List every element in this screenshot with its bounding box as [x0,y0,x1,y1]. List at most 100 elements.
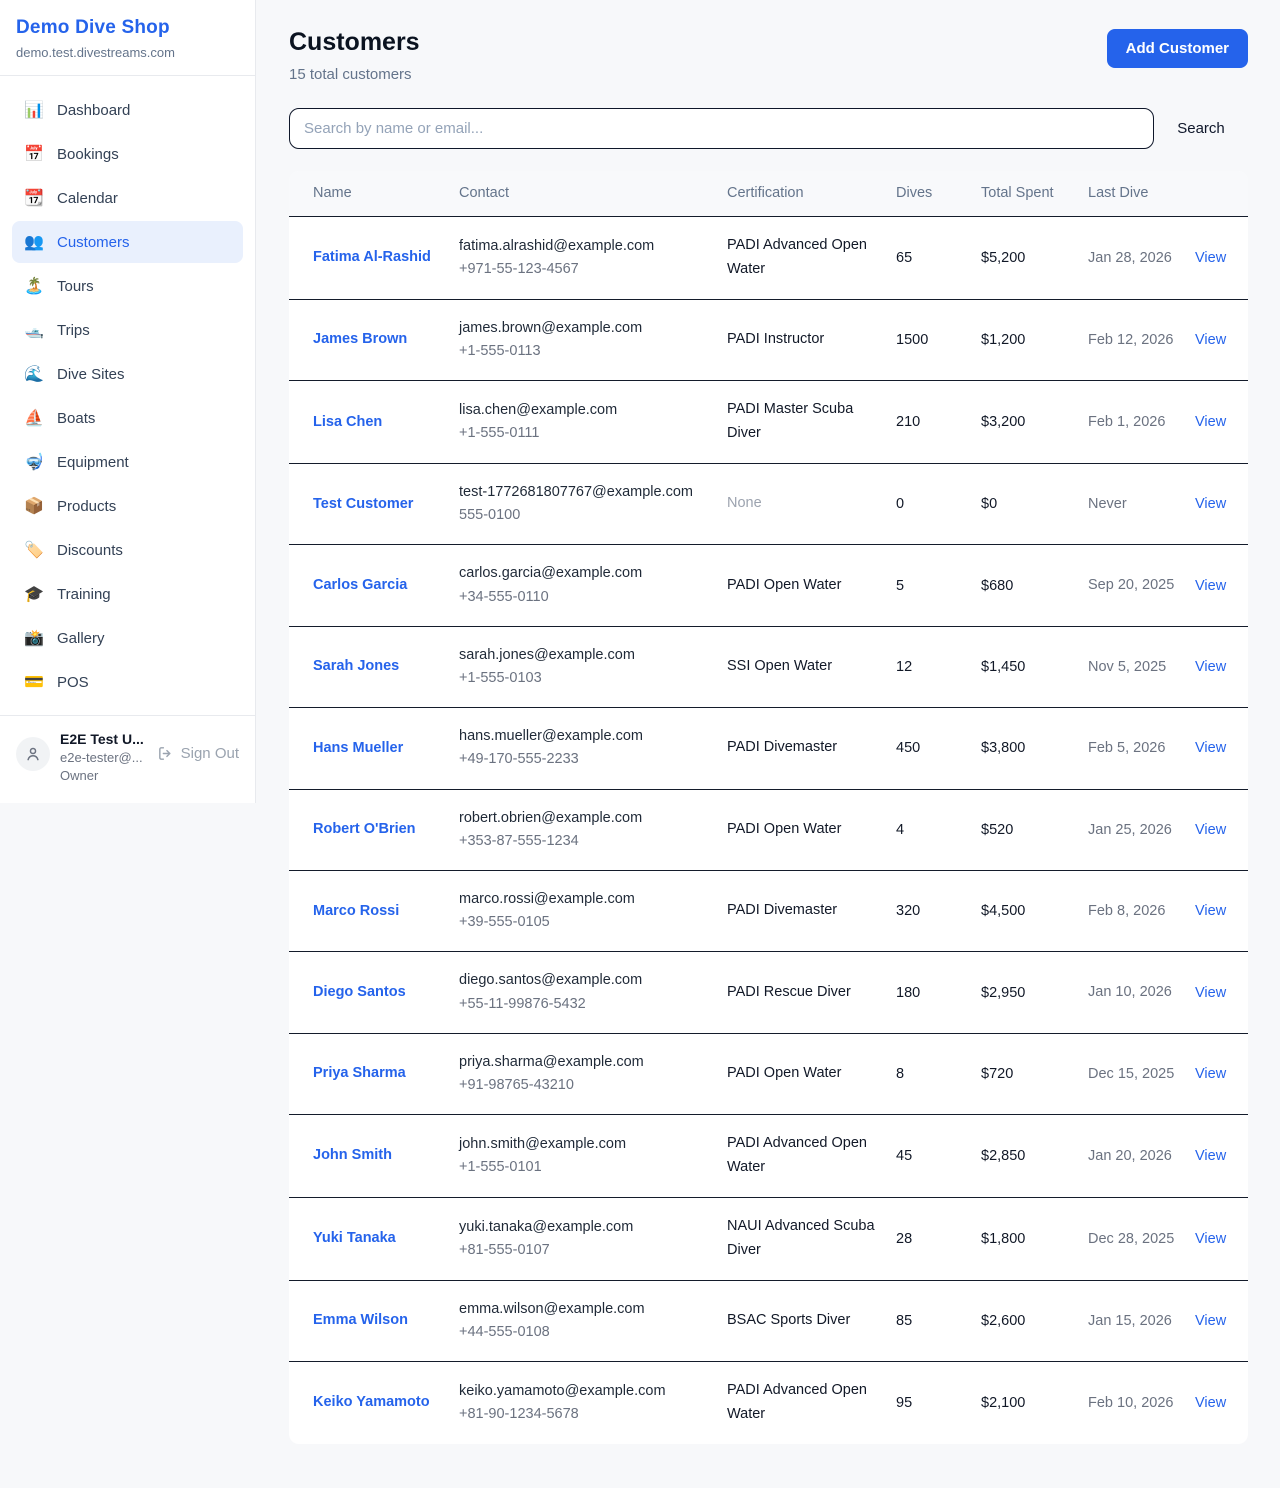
table-row: Fatima Al-Rashid fatima.alrashid@example… [289,217,1248,300]
view-link[interactable]: View [1195,496,1227,513]
customer-email: john.smith@example.com [459,1135,627,1152]
contact-cell: diego.santos@example.com +55-11-99876-54… [459,951,727,1034]
table-row: Marco Rossi marco.rossi@example.com +39-… [289,869,1248,952]
total-spent-value: $4,500 [981,903,1026,920]
graduation-cap-icon: 🎓 [24,586,44,603]
sign-out-button[interactable]: Sign Out [157,745,239,762]
customer-name-link[interactable]: Keiko Yamamoto [313,1394,430,1411]
sidebar-item-calendar[interactable]: 📆 Calendar [12,177,243,219]
customer-phone: +353-87-555-1234 [459,832,579,849]
view-link[interactable]: View [1195,1065,1227,1082]
customer-name-link[interactable]: Sarah Jones [313,658,400,675]
sidebar-item-training[interactable]: 🎓 Training [12,573,243,615]
total-spent-value: $720 [981,1065,1014,1082]
customer-name-link[interactable]: Hans Mueller [313,739,404,756]
contact-cell: fatima.alrashid@example.com +971-55-123-… [459,217,727,300]
shop-name: Demo Dive Shop [16,17,170,38]
certification-value: PADI Rescue Diver [727,983,851,1000]
customer-name-link[interactable]: Diego Santos [313,983,406,1000]
sidebar-item-dashboard[interactable]: 📊 Dashboard [12,89,243,131]
contact-cell: yuki.tanaka@example.com +81-555-0107 [459,1196,727,1281]
customer-name-link[interactable]: Carlos Garcia [313,577,408,594]
view-link[interactable]: View [1195,577,1227,594]
people-icon: 👥 [24,234,44,251]
avatar [16,737,50,771]
sidebar-item-customers[interactable]: 👥 Customers [12,221,243,263]
sidebar-nav: 📊 Dashboard 📅 Bookings 📆 Calendar 👥 Cust… [0,76,255,715]
view-link[interactable]: View [1195,414,1227,431]
customer-name-link[interactable]: Priya Sharma [313,1065,406,1082]
customer-name-link[interactable]: Lisa Chen [313,413,383,430]
view-link[interactable]: View [1195,1395,1227,1412]
certification-value: PADI Advanced Open Water [727,1382,867,1423]
sidebar-item-label: Dashboard [57,101,131,119]
table-row: Hans Mueller hans.mueller@example.com +4… [289,707,1248,790]
total-spent-value: $2,100 [981,1395,1026,1412]
view-link[interactable]: View [1195,1230,1227,1247]
page-title-block: Customers 15 total customers [289,28,420,83]
last-dive-value: Never [1088,496,1127,513]
view-link[interactable]: View [1195,249,1227,266]
view-link[interactable]: View [1195,984,1227,1001]
customer-name-link[interactable]: John Smith [313,1147,392,1164]
bar-chart-icon: 📊 [24,102,44,119]
diving-mask-icon: 🤿 [24,454,44,471]
sidebar-item-bookings[interactable]: 📅 Bookings [12,133,243,175]
contact-cell: priya.sharma@example.com +91-98765-43210 [459,1032,727,1115]
sidebar-item-label: Boats [57,409,96,427]
sidebar-item-tours[interactable]: 🏝️ Tours [12,265,243,307]
sidebar-item-products[interactable]: 📦 Products [12,485,243,527]
column-certification: Certification [727,171,896,218]
view-link[interactable]: View [1195,1312,1227,1329]
sidebar-item-discounts[interactable]: 🏷️ Discounts [12,529,243,571]
add-customer-button[interactable]: Add Customer [1106,29,1248,68]
table-row: Lisa Chen lisa.chen@example.com +1-555-0… [289,380,1248,464]
sidebar-item-dive-sites[interactable]: 🌊 Dive Sites [12,353,243,395]
sidebar-item-label: Dive Sites [57,365,125,383]
customer-name-link[interactable]: James Brown [313,331,408,348]
customer-phone: +971-55-123-4567 [459,260,579,277]
user-meta: E2E Test U... e2e-tester@... Owner [60,731,147,783]
certification-value: NAUI Advanced Scuba Diver [727,1217,875,1258]
customer-name-link[interactable]: Marco Rossi [313,902,400,919]
total-spent-value: $1,200 [981,332,1026,349]
view-link[interactable]: View [1195,332,1227,349]
sidebar-item-label: Equipment [57,453,129,471]
sidebar-item-equipment[interactable]: 🤿 Equipment [12,441,243,483]
view-link[interactable]: View [1195,740,1227,757]
page-header: Customers 15 total customers Add Custome… [289,28,1248,83]
credit-card-icon: 💳 [24,674,44,691]
view-link[interactable]: View [1195,903,1227,920]
dives-value: 210 [896,414,921,431]
sidebar-item-trips[interactable]: 🛥️ Trips [12,309,243,351]
dives-value: 0 [896,496,905,513]
user-role: Owner [60,768,99,783]
contact-cell: john.smith@example.com +1-555-0101 [459,1114,727,1198]
sidebar-item-boats[interactable]: ⛵ Boats [12,397,243,439]
view-link[interactable]: View [1195,659,1227,676]
last-dive-value: Nov 5, 2025 [1088,658,1167,675]
sailboat-icon: ⛵ [24,410,44,427]
page-title: Customers [289,28,420,56]
customer-name-link[interactable]: Yuki Tanaka [313,1230,396,1247]
dives-value: 8 [896,1065,905,1082]
total-spent-value: $3,200 [981,414,1026,431]
customer-name-link[interactable]: Emma Wilson [313,1312,408,1329]
customer-email: james.brown@example.com [459,319,643,336]
view-link[interactable]: View [1195,1148,1227,1164]
sidebar: Demo Dive Shop demo.test.divestreams.com… [0,0,256,803]
customer-name-link[interactable]: Test Customer [313,495,414,512]
customer-email: hans.mueller@example.com [459,728,643,745]
sidebar-item-label: Trips [57,321,90,339]
user-name: E2E Test U... [60,731,144,747]
table-row: Emma Wilson emma.wilson@example.com +44-… [289,1279,1248,1362]
customer-phone: +34-555-0110 [459,588,549,605]
search-input[interactable] [289,108,1154,149]
sidebar-item-gallery[interactable]: 📸 Gallery [12,617,243,659]
view-link[interactable]: View [1195,821,1227,838]
search-button[interactable]: Search [1154,120,1248,137]
sidebar-item-pos[interactable]: 💳 POS [12,661,243,703]
customer-name-link[interactable]: Robert O'Brien [313,821,416,838]
customer-name-link[interactable]: Fatima Al-Rashid [313,249,431,266]
certification-value: BSAC Sports Diver [727,1311,851,1328]
